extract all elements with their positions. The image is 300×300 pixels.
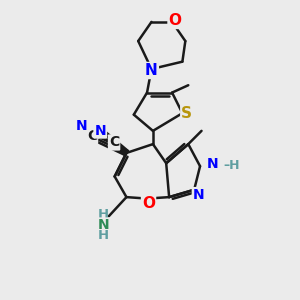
Text: C: C <box>87 129 97 143</box>
Text: C: C <box>109 136 119 149</box>
Text: O: O <box>169 13 182 28</box>
Text: O: O <box>142 196 155 211</box>
Text: N: N <box>98 218 109 232</box>
Text: N: N <box>207 157 218 171</box>
Text: N: N <box>193 188 204 202</box>
Text: –H: –H <box>223 158 239 172</box>
Text: N: N <box>76 119 87 133</box>
Text: N: N <box>94 124 106 138</box>
Text: N: N <box>145 63 158 78</box>
Text: H: H <box>98 229 109 242</box>
Text: S: S <box>181 106 192 121</box>
Text: H: H <box>98 208 109 221</box>
